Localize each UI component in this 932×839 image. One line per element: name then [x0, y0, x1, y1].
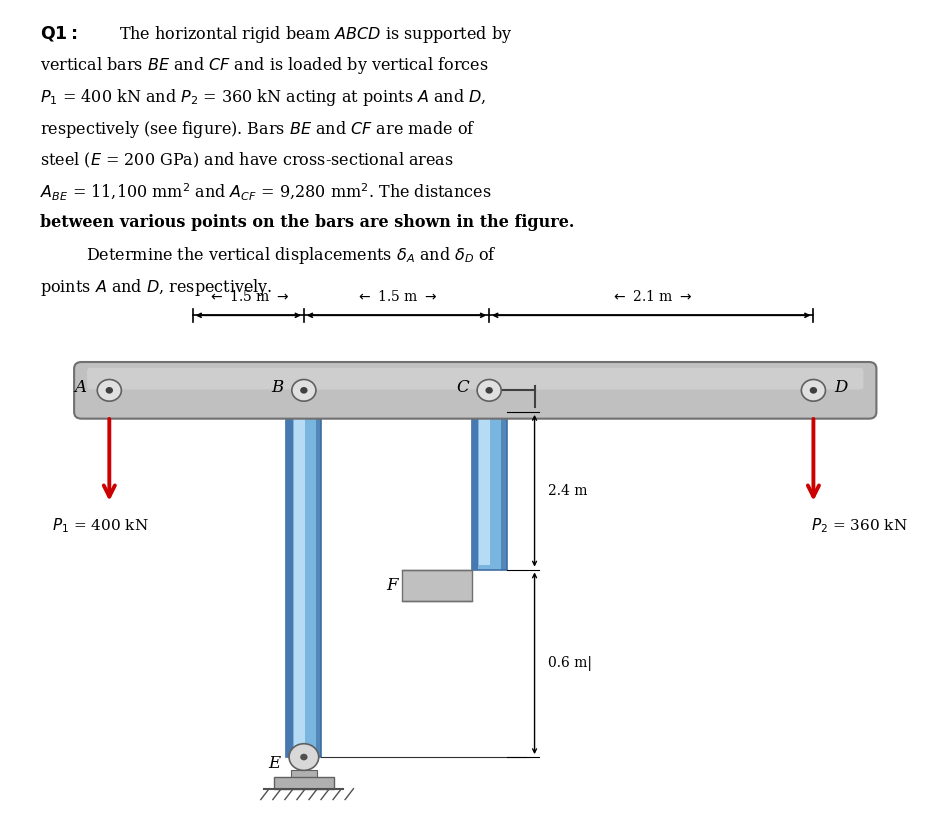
FancyBboxPatch shape	[75, 362, 876, 419]
Circle shape	[97, 379, 121, 401]
Text: $\leftarrow$ 2.1 m $\rightarrow$: $\leftarrow$ 2.1 m $\rightarrow$	[610, 289, 692, 304]
Bar	[472, 412, 478, 570]
Bar	[402, 570, 472, 602]
Text: D: D	[834, 379, 847, 396]
Circle shape	[486, 387, 493, 393]
Text: $P_2$ = 360 kN: $P_2$ = 360 kN	[812, 516, 908, 535]
Text: $\it{P}_1$ = 400 kN and $\it{P}_2$ = 360 kN acting at points $\it{A}$ and $\it{D: $\it{P}_1$ = 400 kN and $\it{P}_2$ = 360…	[40, 87, 487, 108]
Circle shape	[105, 387, 113, 393]
Bar	[294, 416, 305, 753]
Circle shape	[292, 379, 316, 401]
Circle shape	[300, 753, 308, 760]
FancyBboxPatch shape	[87, 367, 863, 389]
Text: 2.4 m: 2.4 m	[548, 484, 588, 498]
Text: A: A	[75, 379, 86, 396]
Text: Determine the vertical displacements $\delta_A$ and $\delta_D$ of: Determine the vertical displacements $\d…	[86, 245, 497, 266]
Bar	[472, 412, 507, 570]
Circle shape	[810, 387, 817, 393]
Bar	[479, 416, 490, 565]
Circle shape	[289, 743, 319, 770]
Text: between various points on the bars are shown in the figure.: between various points on the bars are s…	[40, 214, 574, 231]
Text: B: B	[271, 379, 283, 396]
Text: $\leftarrow$ 1.5 m $\rightarrow$: $\leftarrow$ 1.5 m $\rightarrow$	[356, 289, 437, 304]
Text: $\it{A}_{BE}$ = 11,100 mm$^2$ and $\it{A}_{CF}$ = 9,280 mm$^2$. The distances: $\it{A}_{BE}$ = 11,100 mm$^2$ and $\it{A…	[40, 182, 491, 203]
Text: C: C	[456, 379, 469, 396]
Text: F: F	[386, 577, 397, 594]
Text: points $\it{A}$ and $\it{D}$, respectively.: points $\it{A}$ and $\it{D}$, respective…	[40, 277, 272, 298]
Circle shape	[300, 387, 308, 393]
Text: $P_1$ = 400 kN: $P_1$ = 400 kN	[51, 516, 148, 535]
Text: $\mathbf{Q1:}$: $\mathbf{Q1:}$	[40, 23, 77, 43]
Text: steel ($\it{E}$ = 200 GPa) and have cross-sectional areas: steel ($\it{E}$ = 200 GPa) and have cros…	[40, 150, 454, 169]
Bar	[501, 412, 507, 570]
Text: The horizontal rigid beam $\it{ABCD}$ is supported by: The horizontal rigid beam $\it{ABCD}$ is…	[118, 23, 512, 44]
Bar	[286, 412, 322, 757]
Bar	[286, 412, 293, 757]
Text: vertical bars $\it{BE}$ and $\it{CF}$ and is loaded by vertical forces: vertical bars $\it{BE}$ and $\it{CF}$ an…	[40, 55, 488, 76]
Bar	[316, 412, 322, 757]
Circle shape	[477, 379, 501, 401]
Text: E: E	[268, 755, 281, 772]
Circle shape	[802, 379, 826, 401]
Bar	[291, 770, 317, 779]
Text: 0.6 m|: 0.6 m|	[548, 656, 593, 671]
Text: respectively (see figure). Bars $\it{BE}$ and $\it{CF}$ are made of: respectively (see figure). Bars $\it{BE}…	[40, 118, 475, 139]
Text: $\leftarrow$ 1.5 m $\rightarrow$: $\leftarrow$ 1.5 m $\rightarrow$	[208, 289, 289, 304]
Bar	[274, 777, 334, 789]
